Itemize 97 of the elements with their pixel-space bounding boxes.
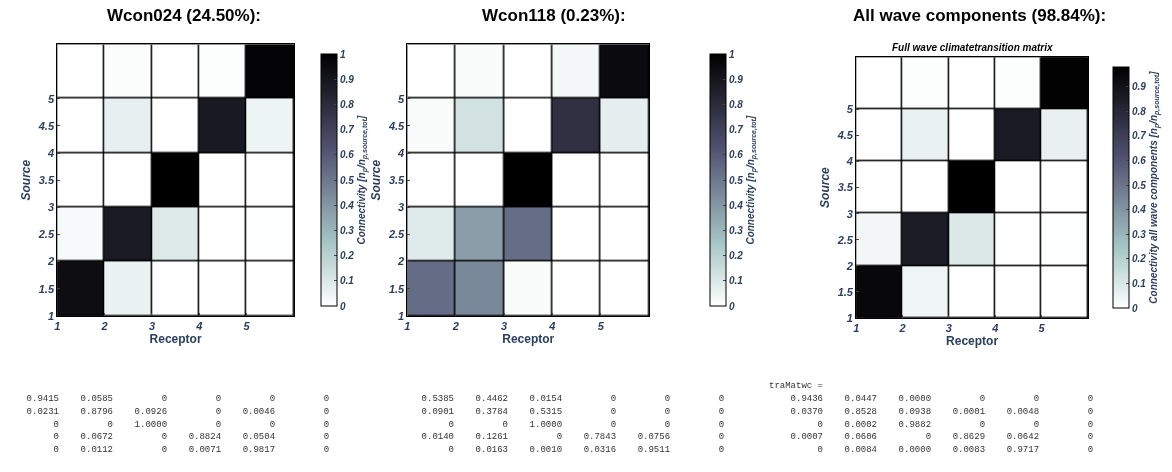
y-tick-label: 3.5 [837, 181, 854, 194]
y-tick-label: 2.5 [387, 228, 406, 241]
x-axis-title: Receptor [946, 334, 999, 349]
color-bar-label: 0.3 [1132, 228, 1147, 240]
y-tick-label: 4 [845, 155, 853, 168]
x-tick-label: 4 [195, 320, 203, 333]
color-bar-label: 0.5 [1132, 179, 1147, 191]
y-tick-label: 3.5 [38, 174, 55, 187]
y-tick-label: 3.5 [388, 174, 406, 187]
x-tick-label: 5 [243, 320, 251, 333]
color-bar-label: 0.4 [340, 199, 355, 211]
color-bar-label: 0.1 [1132, 277, 1147, 289]
y-tick-label: 2.5 [836, 233, 854, 246]
chart-subtitle: Full wave climatetransition matrix [892, 42, 1054, 53]
color-bar-label: 0.2 [340, 250, 355, 262]
x-axis-title: Receptor [149, 332, 202, 347]
x-tick-label: 3 [945, 322, 952, 335]
text: 0.0231 0.8796 0.0926 0 0.0046 0 [5, 407, 330, 417]
y-tick-label: 1 [846, 311, 853, 324]
x-tick-label: 2 [898, 322, 906, 335]
text: 0 0.0084 0.0000 0.0083 0.9717 0 [769, 445, 1094, 455]
text: traMatwc = [769, 381, 824, 391]
chart-title: All wave components (98.84%): [853, 6, 1107, 25]
color-bar-label: 0.1 [340, 275, 355, 287]
y-axis-title: Source [19, 159, 34, 201]
x-tick-label: 3 [148, 320, 155, 333]
y-tick-label: 3 [846, 207, 853, 220]
y-tick-label: 4.5 [387, 119, 406, 132]
text: 0 0 1.0000 0 0 0 [5, 420, 330, 430]
color-bar-label: 0.6 [729, 149, 744, 161]
y-tick-label: 1 [47, 309, 55, 322]
y-tick-label: 1 [398, 309, 405, 322]
text: 0 0.0002 0.9882 0 0 0 [769, 420, 1094, 430]
y-tick-label: 5 [47, 92, 55, 105]
color-bar-label: 0.7 [1132, 130, 1147, 142]
y-tick-label: 4.5 [836, 129, 854, 142]
color-bar-label: 0.9 [340, 73, 355, 85]
y-tick-label: 1.5 [388, 282, 406, 295]
text: 0.0007 0.0606 0 0.8629 0.0642 0 [769, 432, 1094, 442]
chart-title: Wcon118 (0.23%): [482, 6, 626, 25]
text: 0.0140 0.1261 0 0.7843 0.0756 0 [400, 432, 725, 442]
x-tick-label: 3 [501, 320, 508, 333]
color-bar-label: 0.7 [340, 124, 355, 136]
color-bar-label: 0.3 [729, 225, 744, 237]
x-tick-label: 2 [451, 320, 459, 333]
color-bar-label: 0.7 [729, 124, 744, 136]
color-bar-label: 0 [729, 300, 735, 312]
color-bar-label: 0.6 [340, 149, 355, 161]
color-bar-label: 1 [340, 48, 346, 60]
text: 0 0 1.0000 0 0 0 [400, 420, 725, 430]
color-bar-label: 0.8 [1132, 105, 1147, 117]
color-bar-label: 0.4 [1132, 204, 1147, 216]
text: 0.9436 0.0447 0.0000 0 0 0 [769, 394, 1094, 404]
color-bar-label: 0.2 [1132, 253, 1147, 265]
color-bar-label: 0 [1132, 302, 1138, 314]
y-tick-label: 1.5 [38, 282, 55, 295]
color-bar-label: 0 [340, 300, 346, 312]
y-tick-label: 3 [398, 201, 405, 214]
color-bar-label: 0.8 [729, 99, 744, 111]
y-tick-label: 1.5 [837, 285, 854, 298]
color-bar-label: 0.5 [729, 174, 744, 186]
color-bar-label: 0.2 [729, 250, 744, 262]
x-axis-title: Receptor [502, 332, 555, 347]
chart-title: Wcon024 (24.50%): [107, 6, 261, 25]
x-tick-label: 5 [1038, 322, 1046, 335]
y-tick-label: 2 [46, 255, 55, 268]
y-axis-title: Source [817, 166, 832, 208]
color-bar-label: 0.6 [1132, 155, 1147, 167]
color-bar-label: 0.1 [729, 275, 744, 287]
color-bar-label: 0.8 [340, 99, 355, 111]
y-tick-label: 3 [47, 201, 55, 214]
y-tick-label: 4 [46, 146, 55, 159]
text: 0.0370 0.8528 0.0938 0.0001 0.0048 0 [769, 407, 1094, 417]
y-tick-label: 5 [846, 103, 854, 116]
color-bar-label: 0.4 [729, 199, 744, 211]
text: 0 0.0672 0 0.8824 0.0504 0 [5, 432, 330, 442]
y-axis-title: Source [369, 159, 384, 201]
x-tick-label: 4 [548, 320, 556, 333]
y-tick-label: 5 [398, 92, 406, 105]
color-bar-label: 0.5 [340, 174, 355, 186]
color-bar-label: 0.3 [340, 225, 355, 237]
color-bar-label: 0.9 [729, 73, 744, 85]
text: 0 0.0163 0.0010 0.0316 0.9511 0 [400, 445, 725, 455]
x-tick-label: 5 [597, 320, 605, 333]
y-tick-label: 4.5 [37, 119, 55, 132]
x-tick-label: 2 [100, 320, 108, 333]
y-tick-label: 4 [397, 146, 405, 159]
y-tick-label: 2 [845, 259, 853, 272]
text: 0.0901 0.3784 0.5315 0 0 0 [400, 407, 725, 417]
text: 0.5385 0.4462 0.0154 0 0 0 [400, 394, 725, 404]
text: 0 0.0112 0 0.0071 0.9817 0 [5, 445, 330, 455]
text: 0.9415 0.0585 0 0 0 0 [5, 394, 330, 404]
y-tick-label: 2 [397, 255, 405, 268]
x-tick-label: 4 [991, 322, 999, 335]
y-tick-label: 2.5 [37, 228, 55, 241]
color-bar-label: 0.9 [1132, 81, 1147, 93]
color-bar-label: 1 [729, 48, 735, 60]
